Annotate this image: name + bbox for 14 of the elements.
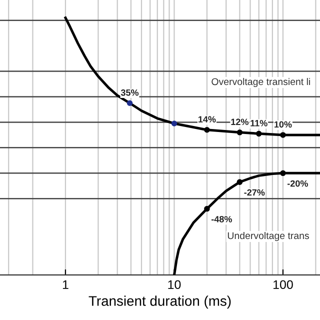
data-label: 14% <box>198 116 216 123</box>
annotation: Undervoltage trans <box>228 232 309 242</box>
data-label: 10% <box>274 121 292 128</box>
data-label: -48% <box>211 216 232 222</box>
data-label: -20% <box>287 180 308 187</box>
data-label: 35% <box>120 89 139 96</box>
data-label: 11% <box>250 120 268 126</box>
x-tick-label: 1 <box>62 280 68 289</box>
data-label: 12% <box>231 118 248 126</box>
x-tick-label: 100 <box>274 280 293 290</box>
data-label: -27% <box>244 189 265 196</box>
x-tick-label: 10 <box>168 280 181 290</box>
annotation: Overvoltage transient li <box>212 78 310 88</box>
x-axis-title: Transient duration (ms) <box>88 296 231 309</box>
